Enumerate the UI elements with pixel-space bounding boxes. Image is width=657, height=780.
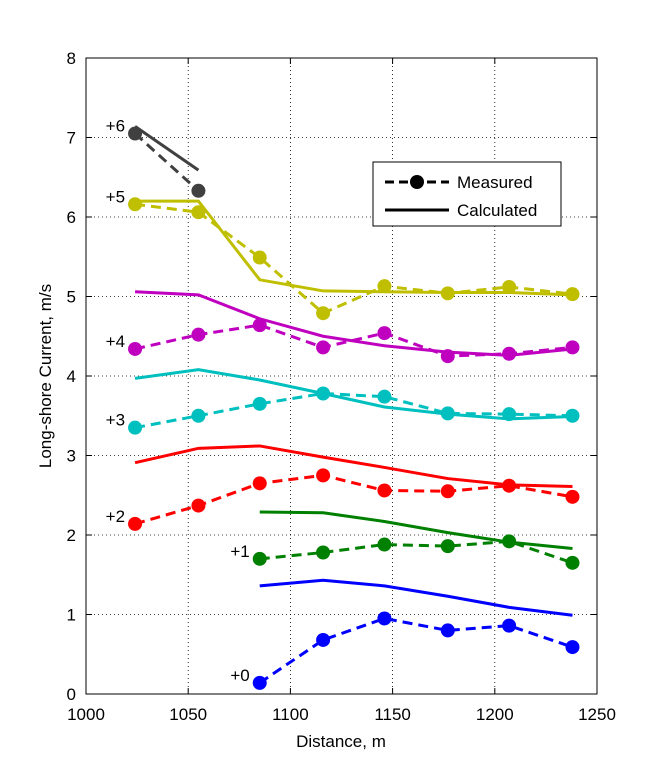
calculated-line bbox=[259, 510, 573, 551]
measured-point bbox=[502, 534, 517, 549]
measured-point bbox=[316, 545, 331, 560]
measured-point bbox=[377, 611, 392, 626]
y-tick-label: 5 bbox=[67, 288, 76, 307]
measured-line bbox=[134, 323, 573, 358]
measured-point bbox=[316, 468, 331, 483]
measured-point bbox=[252, 675, 267, 690]
y-tick-label: 2 bbox=[67, 526, 76, 545]
x-tick-label: 1150 bbox=[374, 705, 411, 724]
legend-box bbox=[372, 161, 562, 227]
calculated-line bbox=[134, 125, 200, 172]
measured-point bbox=[316, 306, 331, 321]
measured-point bbox=[252, 318, 267, 333]
measured-point bbox=[316, 632, 331, 647]
measured-point bbox=[191, 205, 206, 220]
series-layer bbox=[128, 125, 580, 690]
y-tick-label: 0 bbox=[67, 685, 76, 704]
measured-point bbox=[377, 326, 392, 341]
x-tick-label: 1100 bbox=[272, 705, 309, 724]
measured-point bbox=[440, 484, 455, 499]
measured-point bbox=[128, 126, 143, 141]
measured-point bbox=[191, 183, 206, 198]
legend-measured-marker bbox=[410, 175, 424, 189]
calculated-line bbox=[134, 444, 573, 489]
group-label: +0 bbox=[230, 666, 249, 685]
measured-line bbox=[258, 616, 573, 685]
measured-line bbox=[134, 473, 573, 526]
measured-point bbox=[191, 327, 206, 342]
measured-point bbox=[128, 341, 143, 356]
measured-point bbox=[128, 420, 143, 435]
measured-point bbox=[440, 286, 455, 301]
group-label: +4 bbox=[106, 332, 125, 351]
measured-point bbox=[252, 551, 267, 566]
measured-point bbox=[440, 406, 455, 421]
measured-point bbox=[565, 640, 580, 655]
measured-point bbox=[502, 346, 517, 361]
measured-point bbox=[502, 407, 517, 422]
measured-point bbox=[191, 498, 206, 513]
measured-point bbox=[565, 408, 580, 423]
measured-point bbox=[502, 618, 517, 633]
measured-point bbox=[316, 386, 331, 401]
x-tick-label: 1250 bbox=[578, 705, 616, 724]
group-labels: +0 +1 +2 +3 +4 +5 +6 bbox=[106, 117, 250, 685]
group-label: +1 bbox=[230, 542, 249, 561]
calculated-line bbox=[135, 199, 573, 297]
ticks: 1000 1050 1100 1150 1200 1250 0 1 2 3 4 5 6 7 8 bbox=[67, 49, 616, 724]
measured-point bbox=[128, 516, 143, 531]
group-label: +5 bbox=[106, 187, 125, 206]
measured-line bbox=[134, 202, 573, 315]
group-label: +6 bbox=[106, 117, 125, 136]
y-tick-label: 7 bbox=[67, 129, 76, 148]
y-tick-label: 1 bbox=[67, 606, 76, 625]
calculated-line bbox=[134, 368, 573, 421]
x-tick-label: 1200 bbox=[476, 705, 514, 724]
measured-point bbox=[191, 408, 206, 423]
measured-point bbox=[565, 555, 580, 570]
measured-point bbox=[565, 489, 580, 504]
y-tick-label: 4 bbox=[67, 367, 76, 386]
measured-point bbox=[316, 340, 331, 355]
measured-point bbox=[565, 287, 580, 302]
y-tick-label: 6 bbox=[67, 208, 76, 227]
x-tick-label: 1000 bbox=[67, 705, 105, 724]
legend: Measured Calculated bbox=[372, 161, 562, 227]
measured-line bbox=[259, 539, 573, 565]
measured-point bbox=[377, 483, 392, 498]
measured-line bbox=[134, 132, 200, 192]
measured-point bbox=[377, 279, 392, 294]
x-axis-label: Distance, m bbox=[296, 732, 386, 751]
measured-point bbox=[440, 349, 455, 364]
measured-line bbox=[134, 391, 573, 430]
y-tick-label: 8 bbox=[67, 49, 76, 68]
measured-point bbox=[440, 623, 455, 638]
x-tick-label: 1050 bbox=[169, 705, 207, 724]
measured-point bbox=[502, 279, 517, 294]
legend-calculated-label: Calculated bbox=[457, 201, 537, 220]
measured-point bbox=[377, 389, 392, 404]
measured-point bbox=[252, 250, 267, 265]
legend-measured-label: Measured bbox=[457, 173, 533, 192]
measured-point bbox=[440, 539, 455, 554]
measured-point bbox=[565, 340, 580, 355]
measured-point bbox=[377, 537, 392, 552]
measured-point bbox=[502, 478, 517, 493]
group-label: +2 bbox=[106, 507, 125, 526]
calculated-line bbox=[259, 578, 573, 617]
measured-point bbox=[252, 396, 267, 411]
measured-point bbox=[128, 197, 143, 212]
y-tick-label: 3 bbox=[67, 447, 76, 466]
group-label: +3 bbox=[106, 411, 125, 430]
y-axis-label: Long-shore Current, m/s bbox=[36, 284, 55, 468]
measured-point bbox=[252, 476, 267, 491]
